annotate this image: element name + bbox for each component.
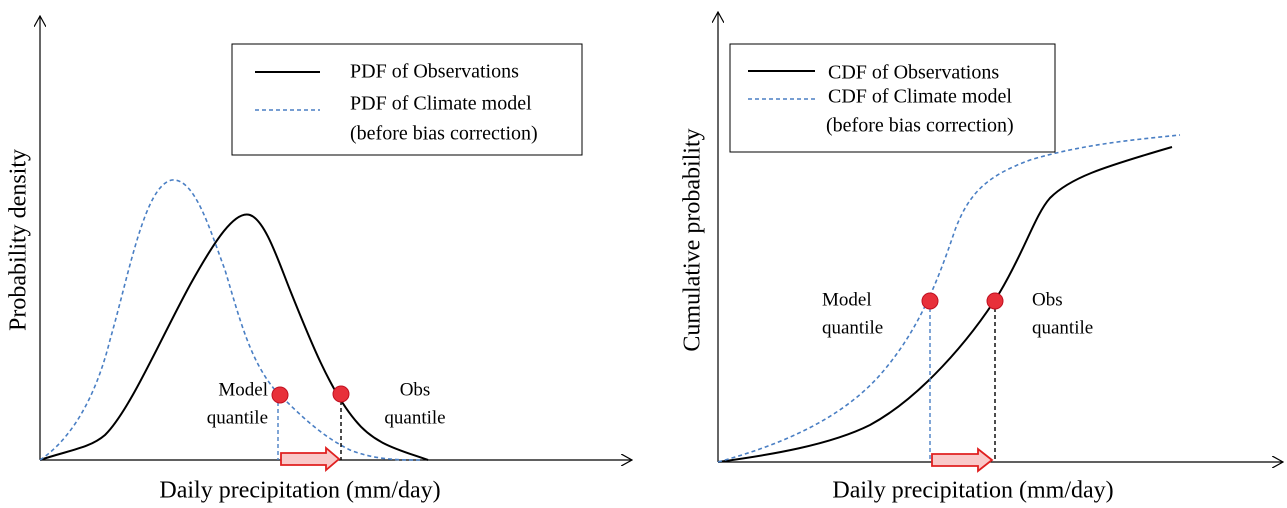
- model-quantile-label: quantile: [207, 407, 268, 428]
- legend-obs: CDF of Observations: [828, 62, 999, 84]
- y-axis-label: Cumulative probability: [680, 128, 706, 351]
- obs-curve: [717, 146, 1173, 463]
- legend-model: PDF of Climate model: [350, 93, 532, 115]
- right-panel: Cumulative probability Daily precipitati…: [680, 12, 1284, 504]
- model-quantile-dot: [271, 386, 289, 404]
- x-axis-label: Daily precipitation (mm/day): [832, 478, 1113, 504]
- obs-curve: [39, 213, 429, 461]
- model-curve: [717, 134, 1181, 463]
- obs-quantile-label: quantile: [1032, 317, 1093, 338]
- legend-model: CDF of Climate model: [828, 86, 1012, 108]
- legend-model-note: (before bias correction): [826, 115, 1014, 137]
- left-panel: Probability density Daily precipitation …: [6, 16, 633, 504]
- legend: [729, 43, 1056, 153]
- legend-model-note: (before bias correction): [350, 123, 538, 145]
- model-quantile-label: Model: [218, 379, 268, 400]
- model-quantile-label: quantile: [822, 317, 883, 338]
- model-quantile-dot: [921, 292, 939, 310]
- obs-quantile-label: Obs: [1032, 289, 1063, 310]
- obs-quantile-label: quantile: [384, 407, 445, 428]
- legend-obs: PDF of Observations: [350, 61, 519, 83]
- obs-quantile-label: Obs: [400, 379, 431, 400]
- model-curve: [39, 179, 421, 461]
- shift-arrow: [931, 447, 994, 473]
- y-axis-label: Probability density: [6, 149, 32, 331]
- obs-quantile-dot: [986, 292, 1004, 310]
- shift-arrow: [280, 446, 341, 472]
- x-axis-label: Daily precipitation (mm/day): [159, 478, 440, 504]
- model-quantile-label: Model: [822, 289, 872, 310]
- legend: [231, 43, 583, 156]
- obs-quantile-dot: [332, 385, 350, 403]
